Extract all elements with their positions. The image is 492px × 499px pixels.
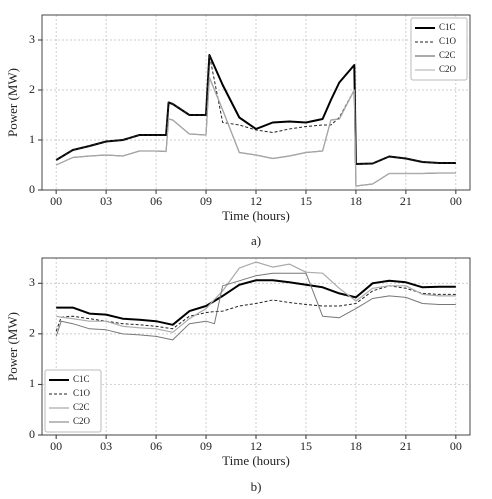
line-series — [55, 54, 456, 165]
line-series — [55, 77, 456, 187]
y-axis-label: Power (MW) — [5, 68, 20, 137]
x-tick-label: 06 — [150, 439, 162, 453]
line-series — [55, 54, 456, 165]
legend-label: C2C — [73, 402, 90, 412]
legend-label: C2C — [439, 50, 456, 60]
y-tick-label: 1 — [29, 376, 35, 390]
legend-label: C1O — [439, 36, 457, 46]
plot-frame — [41, 257, 471, 436]
y-tick-label: 0 — [29, 182, 35, 196]
legend-label: C1C — [439, 22, 456, 32]
plot-frame — [41, 14, 471, 191]
caption: a) — [251, 233, 261, 248]
caption: b) — [251, 479, 262, 494]
legend-label: C1O — [73, 388, 91, 398]
line-series — [56, 261, 456, 333]
x-tick-label: 18 — [350, 439, 362, 453]
legend: C1C C1O C2C C2O — [44, 369, 102, 433]
y-tick-label: 1 — [29, 132, 35, 146]
x-axis-label: Time (hours) — [222, 208, 290, 223]
legend: C1C C1O C2C C2O — [410, 17, 468, 81]
x-tick-label: 00 — [50, 194, 62, 208]
legend-box — [44, 369, 102, 433]
y-tick-label: 2 — [29, 82, 35, 96]
x-tick-label: 15 — [300, 439, 312, 453]
y-tick-label: 3 — [29, 275, 35, 289]
line-series — [55, 285, 456, 332]
x-tick-label: 12 — [250, 194, 262, 208]
x-tick-label: 09 — [200, 194, 212, 208]
x-tick-label: 21 — [400, 439, 412, 453]
y-axis-label: Power (MW) — [5, 312, 20, 381]
y-tick-label: 0 — [29, 427, 35, 441]
y-tick-label: 3 — [29, 32, 35, 46]
x-tick-label: 00 — [450, 439, 462, 453]
line-series — [56, 279, 456, 326]
legend-box — [410, 17, 468, 81]
legend-label: C2O — [439, 64, 457, 74]
x-tick-label: 12 — [250, 439, 262, 453]
x-tick-label: 18 — [350, 194, 362, 208]
x-tick-label: 03 — [100, 439, 112, 453]
x-tick-label: 21 — [400, 194, 412, 208]
line-series — [55, 272, 456, 341]
x-tick-label: 15 — [300, 194, 312, 208]
x-tick-label: 00 — [450, 194, 462, 208]
x-axis-label: Time (hours) — [222, 453, 290, 468]
x-tick-label: 09 — [200, 439, 212, 453]
legend-label: C1C — [73, 374, 90, 384]
y-tick-label: 2 — [29, 326, 35, 340]
x-tick-label: 03 — [100, 194, 112, 208]
legend-label: C2O — [73, 416, 91, 426]
x-tick-label: 06 — [150, 194, 162, 208]
x-tick-label: 00 — [50, 439, 62, 453]
